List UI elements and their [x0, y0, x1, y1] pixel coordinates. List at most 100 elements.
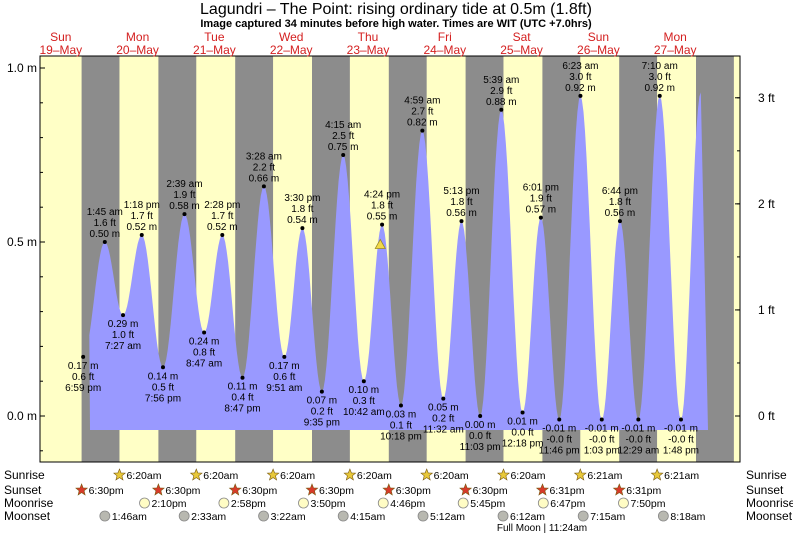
- extreme-ft: 1.9 ft: [173, 190, 195, 201]
- extreme-m: 0.05 m: [428, 403, 459, 414]
- day-label-date: 24–May: [423, 43, 466, 57]
- extreme-m: 0.29 m: [108, 319, 139, 330]
- extreme-time: 1:48 pm: [663, 445, 699, 456]
- extreme-ft: 0.0 ft: [469, 431, 491, 442]
- extreme-m: 0.01 m: [507, 417, 538, 428]
- extreme-point: [81, 354, 86, 359]
- day-label-dow: Wed: [279, 30, 303, 44]
- extreme-time: 3:28 am: [246, 151, 282, 162]
- sunrise-time: 6:20am: [357, 470, 392, 482]
- extreme-ft: 0.6 ft: [72, 372, 94, 383]
- sunset-time: 6:31pm: [626, 485, 661, 497]
- moonrise-time: 3:50pm: [310, 498, 345, 510]
- extreme-ft: 2.2 ft: [253, 162, 275, 173]
- sunrise-time: 6:20am: [126, 470, 161, 482]
- extreme-time: 5:39 am: [483, 75, 519, 86]
- day-label-dow: Sun: [50, 30, 71, 44]
- extreme-time: 6:23 am: [562, 61, 598, 72]
- extreme-ft: 1.8 ft: [450, 197, 472, 208]
- sunrise-icon: [189, 468, 203, 481]
- day-label-date: 22–May: [270, 43, 313, 57]
- sunset-icon: [612, 483, 626, 496]
- astro-label-right: Sunrise: [746, 468, 787, 482]
- tide-extremes: 0.17 m0.6 ft6:59 pm1:45 am1.6 ft0.50 m0.…: [65, 61, 699, 457]
- extreme-time: 9:35 pm: [304, 418, 340, 429]
- moonset-icon: [577, 510, 589, 522]
- extreme-time: 5:13 pm: [443, 186, 479, 197]
- sunset-icon: [535, 483, 549, 496]
- moonset-time: 8:18am: [670, 511, 705, 523]
- extreme-point: [380, 222, 385, 227]
- extreme-m: 0.58 m: [169, 201, 200, 212]
- astro-label-left: Sunset: [4, 483, 42, 497]
- extreme-ft: 2.9 ft: [490, 86, 512, 97]
- extreme-m: 0.66 m: [249, 173, 280, 184]
- moonrise-icon: [298, 497, 309, 509]
- extreme-time: 11:32 am: [423, 425, 464, 436]
- extreme-ft: 0.5 ft: [152, 382, 174, 393]
- extreme-m: -0.01 m: [542, 423, 576, 434]
- y-right-tick-label: 3 ft: [758, 91, 775, 105]
- moonset-icon: [657, 510, 669, 522]
- extreme-ft: 1.8 ft: [609, 197, 631, 208]
- moonset-time: 4:15am: [350, 511, 385, 523]
- extreme-ft: 2.5 ft: [332, 131, 354, 142]
- day-label-dow: Tue: [204, 30, 225, 44]
- moonset-time: 1:46am: [112, 511, 147, 523]
- sunset-time: 6:30pm: [89, 485, 124, 497]
- extreme-point: [202, 330, 207, 335]
- sunset-icon: [305, 483, 319, 496]
- full-moon-note: Full Moon | 11:24am: [497, 523, 587, 534]
- day-label-date: 23–May: [347, 43, 390, 57]
- moonrise-icon: [537, 497, 549, 509]
- extreme-point: [459, 219, 464, 224]
- extreme-ft: -0.0 ft: [589, 434, 615, 445]
- extreme-m: 0.56 m: [605, 208, 636, 219]
- astro-label-left: Sunrise: [4, 468, 45, 482]
- extreme-ft: 0.2 ft: [432, 414, 454, 425]
- sunrise-time: 6:20am: [280, 470, 315, 482]
- extreme-time: 7:56 pm: [145, 393, 181, 404]
- extreme-ft: -0.0 ft: [668, 434, 694, 445]
- current-tide-marker: [374, 238, 386, 249]
- extreme-m: 0.56 m: [446, 208, 477, 219]
- moonset-icon: [99, 510, 111, 522]
- sunrise-icon: [573, 468, 587, 481]
- extreme-m: -0.01 m: [585, 423, 619, 434]
- extreme-time: 4:59 am: [404, 96, 440, 107]
- moonset-time: 6:12am: [510, 511, 545, 523]
- extreme-point: [319, 389, 324, 394]
- extreme-point: [139, 233, 144, 238]
- extreme-point: [678, 417, 683, 422]
- extreme-ft: 3.0 ft: [569, 72, 591, 83]
- day-label-dow: Sun: [588, 30, 609, 44]
- y-left-tick-label: 0.0 m: [7, 409, 37, 423]
- extreme-point: [160, 365, 165, 370]
- sunrise-icon: [113, 468, 126, 481]
- moonrise-icon: [618, 497, 629, 509]
- astro-label-left: Moonrise: [4, 496, 54, 510]
- extreme-point: [102, 240, 107, 244]
- extreme-m: 0.82 m: [407, 118, 438, 129]
- extreme-time: 11:03 pm: [460, 442, 501, 453]
- extreme-m: 0.57 m: [526, 205, 557, 216]
- day-label-date: 26–May: [577, 43, 620, 57]
- extreme-m: 0.54 m: [287, 215, 318, 226]
- moonset-icon: [417, 510, 429, 522]
- extreme-m: 0.52 m: [207, 222, 238, 233]
- extreme-ft: 1.8 ft: [291, 204, 313, 215]
- moonset-icon: [497, 510, 509, 522]
- day-label-date: 27–May: [654, 43, 697, 57]
- extreme-time: 12:18 pm: [502, 439, 544, 450]
- extreme-point: [420, 128, 425, 133]
- sunset-time: 6:30pm: [319, 485, 354, 497]
- extreme-point: [300, 226, 305, 231]
- day-label-dow: Mon: [126, 30, 149, 44]
- plot-border: [39, 55, 741, 463]
- extreme-m: 0.00 m: [465, 420, 496, 431]
- astro-label-right: Moonrise: [746, 496, 793, 510]
- extreme-time: 1:03 pm: [584, 445, 620, 456]
